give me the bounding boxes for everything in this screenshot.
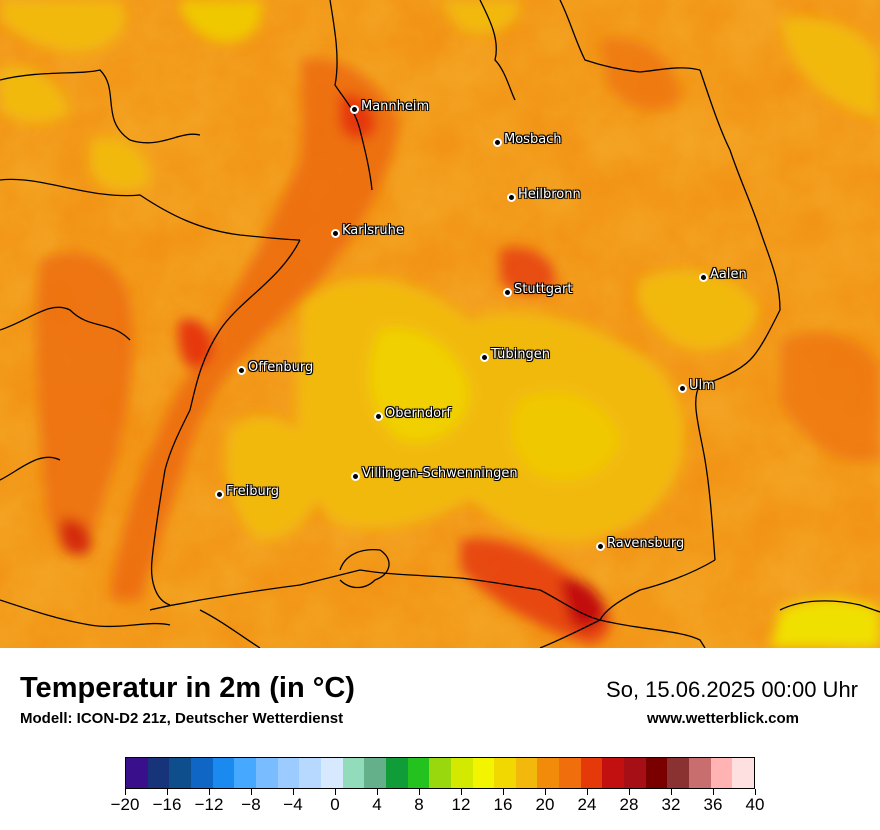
cool-regions xyxy=(0,0,880,648)
colorbar-segment xyxy=(277,758,300,788)
colorbar-segment xyxy=(255,758,278,788)
colorbar-segment xyxy=(212,758,235,788)
colorbar-tick-label: 40 xyxy=(745,795,765,814)
colorbar-tick-label: 0 xyxy=(330,795,340,814)
colorbar-tick-label: 8 xyxy=(414,795,424,814)
colorbar-segment xyxy=(147,758,170,788)
colorbar-tick-label: 36 xyxy=(703,795,723,814)
colorbar-segment xyxy=(385,758,408,788)
colorbar-segment xyxy=(732,758,755,788)
colorbar-tick-label: 4 xyxy=(372,795,382,814)
colorbar-segment xyxy=(234,758,256,788)
city-dot-icon xyxy=(503,288,512,297)
city-dot-icon xyxy=(374,412,383,421)
temperature-map xyxy=(0,0,880,648)
colorbar-tick xyxy=(671,789,672,795)
city-label: Stuttgart xyxy=(514,282,573,297)
colorbar-tick-label: −8 xyxy=(241,795,261,814)
city-dot-icon xyxy=(215,490,224,499)
colorbar-tick-label: 32 xyxy=(661,795,681,814)
colorbar-segment xyxy=(364,758,386,788)
city-label: Ulm xyxy=(689,378,715,393)
colorbar-segment xyxy=(320,758,343,788)
colorbar-segment xyxy=(645,758,668,788)
colorbar-tick-label: 20 xyxy=(535,795,555,814)
colorbar-segment xyxy=(429,758,451,788)
colorbar-segment xyxy=(450,758,473,788)
city-label: Mosbach xyxy=(504,132,562,147)
colorbar-segment xyxy=(559,758,581,788)
colorbar-segment xyxy=(667,758,690,788)
colorbar-segment xyxy=(689,758,711,788)
colorbar-tick-label: −12 xyxy=(194,795,224,814)
city-dot-icon xyxy=(507,193,516,202)
colorbar-tick-label: −4 xyxy=(283,795,303,814)
website-link[interactable]: www.wetterblick.com xyxy=(647,710,799,727)
city-label: Heilbronn xyxy=(518,187,581,202)
city-dot-icon xyxy=(493,138,502,147)
colorbar-segment xyxy=(537,758,560,788)
temperature-colorbar xyxy=(125,757,755,789)
colorbar-segment xyxy=(494,758,516,788)
colorbar-tick-label: 16 xyxy=(493,795,513,814)
colorbar-segment xyxy=(472,758,495,788)
colorbar-tick xyxy=(461,789,462,795)
city-label: Tübingen xyxy=(491,347,550,362)
city-label: Offenburg xyxy=(248,360,314,375)
colorbar-tick xyxy=(293,789,294,795)
colorbar-tick-label: 28 xyxy=(619,795,639,814)
colorbar-segment xyxy=(407,758,430,788)
colorbar-tick xyxy=(167,789,168,795)
colorbar-segment xyxy=(580,758,603,788)
forecast-datetime: So, 15.06.2025 00:00 Uhr xyxy=(606,677,858,702)
colorbar-tick xyxy=(587,789,588,795)
city-dot-icon xyxy=(678,384,687,393)
colorbar-segment xyxy=(515,758,538,788)
colorbar-tick xyxy=(629,789,630,795)
colorbar-segment xyxy=(624,758,646,788)
colorbar-tick xyxy=(503,789,504,795)
colorbar-segment xyxy=(710,758,733,788)
colorbar-tick xyxy=(713,789,714,795)
city-label: Oberndorf xyxy=(385,406,451,421)
city-dot-icon xyxy=(480,353,489,362)
city-label: Mannheim xyxy=(361,99,430,114)
colorbar-ticks xyxy=(125,789,756,795)
city-dot-icon xyxy=(350,105,359,114)
city-label: Villingen-Schwenningen xyxy=(362,466,518,481)
colorbar-tick xyxy=(545,789,546,795)
colorbar-segment xyxy=(169,758,191,788)
city-label: Ravensburg xyxy=(607,536,685,551)
colorbar-tick xyxy=(755,789,756,795)
city-dot-icon xyxy=(351,472,360,481)
colorbar-segment xyxy=(602,758,625,788)
colorbar-tick xyxy=(251,789,252,795)
city-dot-icon xyxy=(699,273,708,282)
colorbar-tick xyxy=(209,789,210,795)
colorbar-segment xyxy=(342,758,365,788)
colorbar-tick-label: 24 xyxy=(577,795,597,814)
warm-regions xyxy=(35,38,880,645)
colorbar-tick xyxy=(419,789,420,795)
city-label: Freiburg xyxy=(226,484,280,499)
colorbar-segment xyxy=(190,758,213,788)
colorbar-tick-label: −16 xyxy=(152,795,182,814)
model-info: Modell: ICON-D2 21z, Deutscher Wetterdie… xyxy=(20,710,344,727)
borders xyxy=(0,0,880,648)
colorbar-segment xyxy=(299,758,321,788)
map-title: Temperatur in 2m (in °C) xyxy=(20,672,355,704)
colorbar-segment xyxy=(126,758,148,788)
colorbar-tick xyxy=(335,789,336,795)
city-dot-icon xyxy=(596,542,605,551)
colorbar-tick xyxy=(125,789,126,795)
colorbar-tick xyxy=(377,789,378,795)
city-label: Aalen xyxy=(710,267,747,282)
city-dot-icon xyxy=(331,229,340,238)
colorbar-tick-label: 12 xyxy=(451,795,471,814)
colorbar-tick-label: −20 xyxy=(110,795,140,814)
city-dot-icon xyxy=(237,366,246,375)
city-label: Karlsruhe xyxy=(342,223,404,238)
